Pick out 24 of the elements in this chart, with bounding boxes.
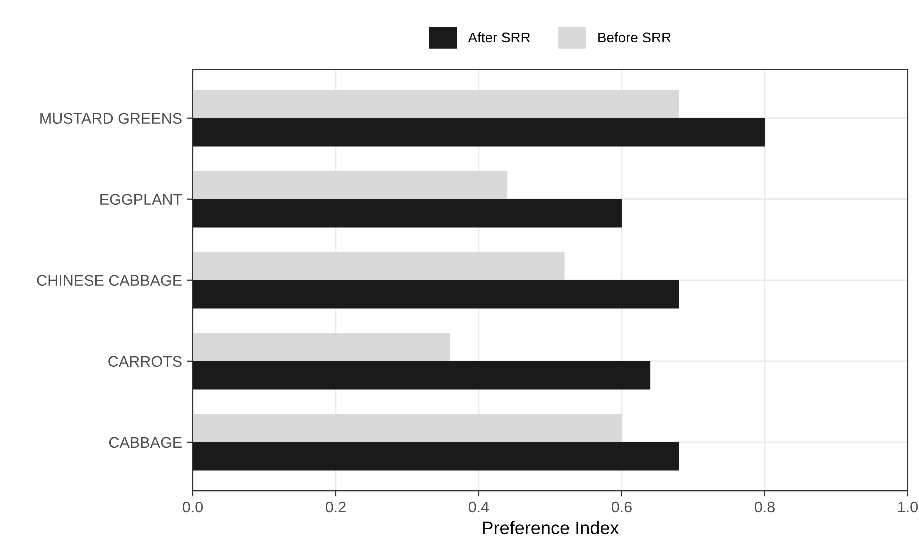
legend-label: After SRR [468,32,530,43]
x-tick-label: 0.0 [182,502,204,513]
bar [192,90,680,118]
x-tick-label: 1.0 [898,502,918,513]
x-tick-label: 0.2 [326,502,346,513]
bar [192,414,622,442]
bar [192,280,680,309]
y-tick-label: EGGPLANT [100,194,182,206]
x-axis-title: Preference Index [483,521,620,535]
bar [192,252,565,280]
bar [192,333,450,362]
x-tick-label: 0.4 [468,502,490,513]
y-tick-label: CARROTS [108,356,182,368]
bar [192,171,508,200]
y-tick-label: CHINESE CABBAGE [37,275,182,286]
x-tick-label: 0.6 [612,502,632,513]
x-tick-label: 0.8 [754,502,775,513]
bar [192,118,765,147]
bar [192,361,651,390]
bar [192,442,680,471]
y-tick-label: MUSTARD GREENS [40,113,182,124]
y-tick-label: CABBAGE [109,437,182,448]
legend-label: Before SRR [598,32,671,43]
bar [192,199,622,228]
